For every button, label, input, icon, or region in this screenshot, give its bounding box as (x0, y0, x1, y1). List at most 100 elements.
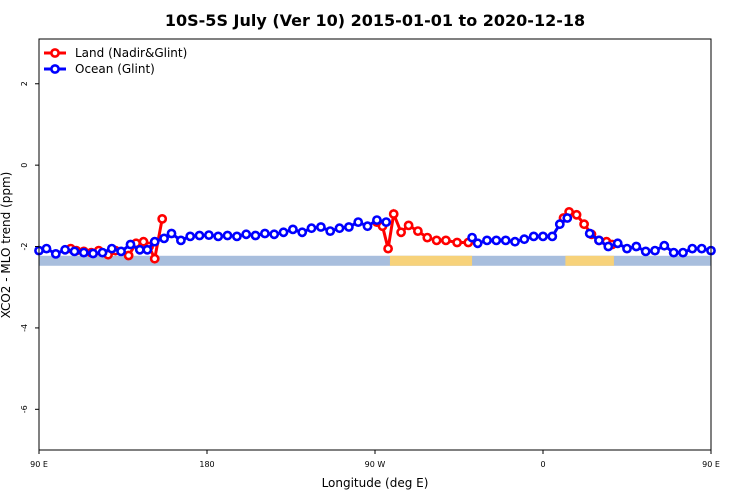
ocean-data-point (528, 231, 539, 242)
land-data-point (149, 253, 160, 264)
ocean-data-point (562, 213, 573, 223)
ocean-data-point (278, 227, 289, 238)
ocean-data-point (612, 238, 623, 249)
ocean-data-point (510, 236, 520, 247)
ocean-data-point (88, 248, 98, 259)
y-tick-label: -4 (20, 324, 29, 332)
land-data-point (403, 220, 414, 231)
surface-bar-land (565, 255, 614, 266)
ocean-data-point (60, 244, 70, 255)
ocean-data-point (678, 247, 688, 258)
y-tick-label: 2 (20, 81, 29, 86)
ocean-data-point (78, 247, 89, 258)
ocean-data-point (231, 231, 242, 242)
ocean-data-point (334, 223, 345, 234)
ocean-data-point (659, 240, 670, 251)
ocean-data-point (134, 244, 145, 255)
ocean-data-point (381, 217, 392, 227)
ocean-data-point (97, 247, 108, 258)
x-tick-label: 90 E (702, 460, 720, 469)
land-data-point (571, 209, 582, 220)
chart-title: 10S-5S July (Ver 10) 2015-01-01 to 2020-… (165, 11, 585, 30)
ocean-data-point (50, 248, 61, 259)
land-data-point (412, 226, 423, 236)
ocean-data-point (362, 221, 373, 232)
x-axis: 90 E 180 90 W 0 90 E (30, 450, 720, 469)
ocean-data-point (491, 235, 502, 246)
x-tick-label: 0 (540, 460, 545, 469)
x-tick-label: 180 (199, 460, 214, 469)
land-data-point (440, 235, 451, 246)
plot-series (34, 206, 716, 264)
ocean-data-point (519, 234, 530, 245)
ocean-data-point (149, 236, 160, 247)
land-data-point (396, 227, 406, 238)
surface-bar-ocean (39, 255, 711, 266)
ocean-data-point (547, 231, 558, 242)
land-data-point (157, 213, 168, 224)
legend-land-label: Land (Nadir&Glint) (75, 46, 187, 60)
land-data-point (383, 243, 393, 254)
ocean-data-point (640, 246, 651, 257)
ocean-data-point (269, 229, 280, 240)
ocean-data-point (213, 231, 224, 242)
ocean-data-point (203, 230, 214, 240)
ocean-data-point (259, 228, 270, 239)
legend-ocean-marker (50, 64, 60, 74)
ocean-data-point (175, 235, 186, 246)
ocean-data-point (371, 215, 382, 225)
ocean-data-point (482, 235, 492, 246)
surface-bar (39, 255, 711, 266)
land-data-point (431, 235, 442, 246)
ocean-data-point (194, 230, 205, 241)
ocean-data-point (584, 228, 595, 239)
ocean-data-point (306, 223, 317, 234)
ocean-data-point (696, 243, 707, 254)
land-data-point (452, 237, 462, 248)
land-data-point (123, 250, 134, 261)
ocean-data-point (650, 245, 660, 256)
surface-bar-land (389, 255, 473, 266)
ocean-data-point (538, 231, 548, 242)
y-axis: 2 0 -2 -4 -6 (20, 81, 39, 413)
legend-ocean-label: Ocean (Glint) (75, 62, 155, 76)
ocean-data-point (622, 243, 632, 254)
ocean-data-point (687, 243, 698, 254)
ocean-data-point (41, 243, 52, 254)
y-tick-label: -2 (20, 243, 29, 251)
legend-land-marker (50, 48, 60, 58)
ocean-data-point (668, 247, 679, 258)
ocean-data-point (69, 246, 80, 257)
ocean-data-point (554, 219, 565, 230)
ocean-data-point (631, 241, 642, 252)
ocean-data-point (325, 226, 336, 236)
ocean-data-point (603, 241, 614, 252)
x-tick-label: 90 E (30, 460, 48, 469)
legend: Land (Nadir&Glint) Ocean (Glint) (44, 46, 187, 76)
y-tick-label: 0 (20, 163, 29, 168)
x-tick-label: 90 W (365, 460, 386, 469)
ocean-data-point (222, 230, 233, 241)
land-data-point (388, 209, 399, 219)
ocean-data-point (166, 228, 177, 239)
ocean-data-point (159, 233, 169, 244)
land-data-point (579, 219, 589, 230)
ocean-data-point (594, 235, 604, 246)
y-axis-label: XCO2 - MLO trend (ppm) (0, 172, 13, 319)
ocean-data-point (250, 230, 261, 241)
ocean-data-point (297, 227, 308, 238)
ocean-data-point (353, 217, 364, 227)
ocean-data-point (287, 224, 298, 235)
ocean-data-point (315, 222, 326, 232)
x-axis-label: Longitude (deg E) (322, 476, 429, 490)
ocean-data-point (343, 222, 354, 232)
ocean-data-point (472, 238, 483, 249)
ocean-data-point (125, 239, 136, 250)
land-data-point (422, 232, 433, 243)
ocean-data-point (241, 229, 252, 240)
ocean-data-point (142, 244, 153, 255)
ocean-data-point (500, 235, 511, 246)
ocean-data-point (116, 246, 126, 257)
ocean-data-point (185, 231, 196, 242)
